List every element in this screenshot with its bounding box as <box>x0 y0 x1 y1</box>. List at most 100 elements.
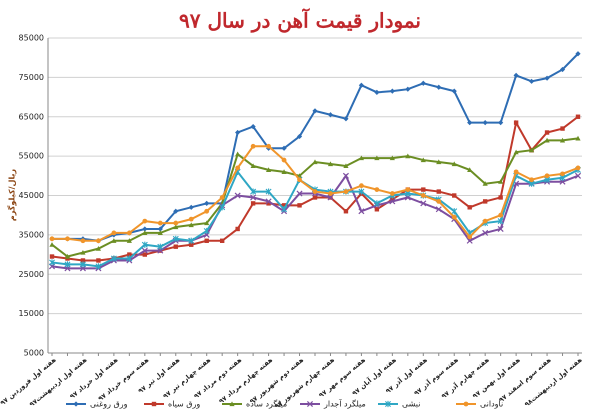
marker <box>172 235 179 242</box>
marker <box>327 161 334 167</box>
y-tick-label: 35000 <box>19 230 44 239</box>
marker <box>497 225 504 232</box>
marker <box>436 84 442 90</box>
marker <box>265 167 272 172</box>
marker <box>203 227 210 235</box>
marker <box>498 179 504 184</box>
marker <box>373 200 380 207</box>
marker <box>49 242 55 247</box>
marker <box>513 149 519 155</box>
marker <box>111 230 117 236</box>
marker <box>281 157 287 163</box>
marker <box>297 203 302 208</box>
marker <box>173 220 179 226</box>
y-tick-label: 5000 <box>24 349 44 358</box>
marker <box>405 187 411 192</box>
marker <box>327 112 334 118</box>
marker <box>151 401 157 407</box>
legend-label: ناودانی <box>480 400 503 409</box>
marker <box>343 163 349 169</box>
x-tick-label: هفته دوم شهریور ۹۷ <box>248 356 305 406</box>
marker <box>188 222 194 228</box>
y-tick-label: 55000 <box>19 152 44 161</box>
legend-label: میلگرد آجدار <box>323 399 366 409</box>
marker <box>482 218 488 224</box>
marker <box>281 203 287 208</box>
marker <box>312 108 318 114</box>
marker <box>559 66 566 73</box>
marker <box>157 230 163 235</box>
marker <box>126 238 132 243</box>
marker <box>544 173 550 179</box>
marker <box>420 200 427 207</box>
marker <box>49 254 55 259</box>
marker <box>544 75 550 81</box>
marker <box>343 116 349 122</box>
marker <box>544 130 550 135</box>
marker <box>266 201 271 206</box>
marker <box>157 220 163 226</box>
marker <box>374 155 380 161</box>
marker <box>342 172 349 179</box>
marker <box>358 155 365 161</box>
marker <box>250 143 256 149</box>
marker <box>420 80 426 86</box>
y-tick-label: 25000 <box>19 270 44 279</box>
marker <box>96 258 101 263</box>
marker <box>498 212 504 218</box>
marker <box>306 400 314 408</box>
y-tick-label: 75000 <box>19 73 44 82</box>
marker <box>560 171 565 177</box>
marker <box>173 244 178 249</box>
marker <box>359 183 364 189</box>
x-tick-label: هفته چهارم مرداد ۹۷ <box>217 356 274 406</box>
series-line <box>52 53 579 242</box>
marker <box>374 207 380 212</box>
marker <box>296 133 303 140</box>
marker <box>374 187 380 192</box>
marker <box>358 208 365 215</box>
marker <box>235 226 240 232</box>
marker <box>204 220 210 226</box>
marker <box>250 194 257 201</box>
marker <box>451 208 458 215</box>
marker <box>529 177 534 183</box>
marker <box>204 238 209 243</box>
marker <box>73 401 79 407</box>
marker <box>467 234 473 240</box>
marker <box>235 151 241 157</box>
marker <box>188 216 194 222</box>
marker <box>265 198 272 205</box>
marker <box>142 218 148 224</box>
marker <box>575 135 581 141</box>
marker <box>142 252 148 257</box>
marker <box>297 177 302 183</box>
marker <box>405 86 411 92</box>
marker <box>482 229 489 236</box>
marker <box>80 238 86 244</box>
marker <box>482 181 488 186</box>
marker <box>544 137 550 143</box>
marker <box>96 238 101 244</box>
marker <box>482 199 488 204</box>
marker <box>385 400 391 408</box>
marker <box>463 401 469 407</box>
marker <box>265 188 272 195</box>
marker <box>358 188 365 195</box>
marker <box>49 259 55 266</box>
marker <box>389 198 396 205</box>
marker <box>142 230 148 235</box>
marker <box>219 195 225 200</box>
marker <box>95 263 102 270</box>
marker <box>204 200 210 206</box>
x-tick-label: هفته اول اردیبهشت۹۷ <box>28 356 89 409</box>
marker <box>250 163 256 169</box>
y-axis-label: ریال/کیلوگرم <box>7 169 17 222</box>
y-tick-label: 45000 <box>19 191 44 200</box>
marker <box>436 189 441 194</box>
marker <box>436 199 442 204</box>
x-tick-label: هفته سوم اسفند ۹۷ <box>497 356 553 405</box>
marker <box>266 143 271 149</box>
marker <box>451 214 457 220</box>
